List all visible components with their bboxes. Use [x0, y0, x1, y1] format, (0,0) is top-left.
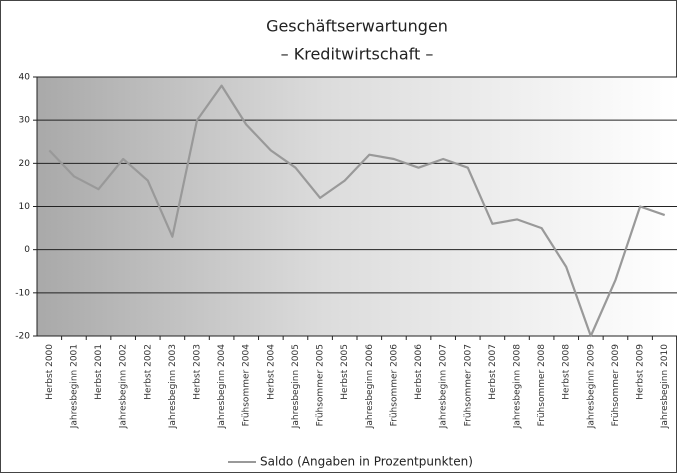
x-tick-label: Herbst 2006	[414, 344, 424, 400]
legend-label: Saldo (Angaben in Prozentpunkten)	[260, 455, 473, 469]
x-tick-label: Herbst 2004	[266, 344, 276, 400]
data-line	[48, 84, 666, 338]
x-tick-label: Herbst 2003	[193, 344, 203, 400]
y-tick-label: 30	[19, 116, 31, 126]
y-tick-label: 10	[19, 202, 31, 212]
x-tick-label: Jahresbeginn 2005	[291, 344, 301, 429]
x-tick-label: Frühsommer 2008	[537, 344, 547, 427]
x-tick-label: Jahresbeginn 2009	[586, 344, 596, 430]
y-tick-label: -20	[15, 332, 30, 342]
x-tick-label: Frühsommer 2004	[242, 344, 252, 427]
x-tick-label: Herbst 2007	[488, 344, 498, 400]
x-tick-label: Jahresbeginn 2001	[69, 344, 79, 429]
x-tick-label: Jahresbeginn 2002	[119, 344, 129, 429]
y-tick-label: 0	[24, 245, 30, 255]
y-tick-label: 40	[19, 73, 31, 83]
x-tick-label: Jahresbeginn 2008	[513, 344, 523, 430]
x-tick-label: Herbst 2009	[636, 344, 646, 400]
y-tick-label: -10	[15, 288, 30, 298]
x-tick-label: Herbst 2002	[143, 344, 153, 400]
x-tick-label: Herbst 2008	[562, 344, 572, 400]
x-tick-label: Frühsommer 2009	[611, 344, 621, 427]
x-tick-label: Jahresbeginn 2003	[168, 344, 178, 429]
x-tick-label: Herbst 2001	[94, 344, 104, 400]
x-tick-label: Jahresbeginn 2006	[365, 344, 375, 430]
x-tick-label: Frühsommer 2007	[463, 344, 473, 426]
x-tick-label: Jahresbeginn 2007	[439, 344, 449, 429]
x-tick-label: Herbst 2005	[340, 344, 350, 400]
y-tick-label: 20	[19, 159, 31, 169]
x-tick-label: Frühsommer 2005	[316, 344, 326, 426]
chart-title: Geschäftserwartungen	[266, 17, 448, 36]
x-tick-label: Herbst 2000	[45, 344, 55, 400]
x-tick-label: Jahresbeginn 2010	[660, 344, 670, 430]
x-tick-label: Frühsommer 2006	[389, 344, 399, 427]
chart-subtitle: – Kreditwirtschaft –	[281, 45, 434, 64]
x-tick-label: Jahresbeginn 2004	[217, 344, 227, 430]
